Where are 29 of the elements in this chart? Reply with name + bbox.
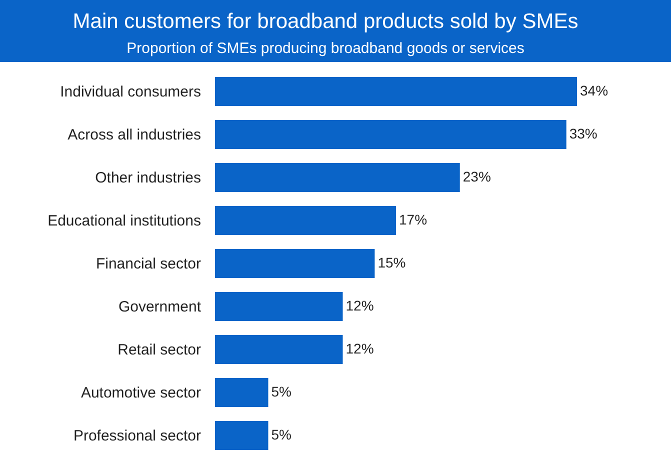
y-tick-label: Retail sector bbox=[118, 342, 201, 358]
data-label: 23% bbox=[462, 168, 491, 184]
chart-title: Main customers for broadband products sold by SMEs bbox=[72, 10, 578, 33]
data-label: 5% bbox=[271, 426, 292, 442]
y-tick-label: Across all industries bbox=[68, 126, 201, 144]
bar bbox=[215, 120, 566, 149]
bar bbox=[215, 378, 268, 407]
y-tick-label: Financial sector bbox=[96, 256, 201, 272]
data-label: 34% bbox=[580, 82, 608, 98]
bar bbox=[215, 77, 577, 106]
y-tick-label: Professional sector bbox=[73, 428, 201, 444]
y-tick-label: Government bbox=[118, 298, 202, 316]
bar bbox=[215, 249, 375, 278]
y-tick-label: Automotive sector bbox=[80, 384, 201, 402]
chart-subtitle: Proportion of SMEs producing broadband goods or services bbox=[126, 40, 524, 57]
data-label: 15% bbox=[378, 254, 406, 270]
bar bbox=[215, 206, 396, 235]
bar bbox=[215, 335, 343, 364]
bar bbox=[215, 421, 268, 450]
data-label: 33% bbox=[569, 126, 598, 142]
y-tick-label: Other industries bbox=[95, 170, 201, 186]
data-label: 12% bbox=[346, 298, 374, 314]
bar bbox=[215, 292, 343, 321]
y-tick-label: Educational institutions bbox=[48, 212, 201, 230]
data-label: 12% bbox=[346, 340, 374, 356]
bar bbox=[215, 163, 460, 192]
data-label: 5% bbox=[271, 384, 292, 400]
y-tick-label: Individual consumers bbox=[60, 84, 201, 100]
data-label: 17% bbox=[399, 212, 428, 228]
